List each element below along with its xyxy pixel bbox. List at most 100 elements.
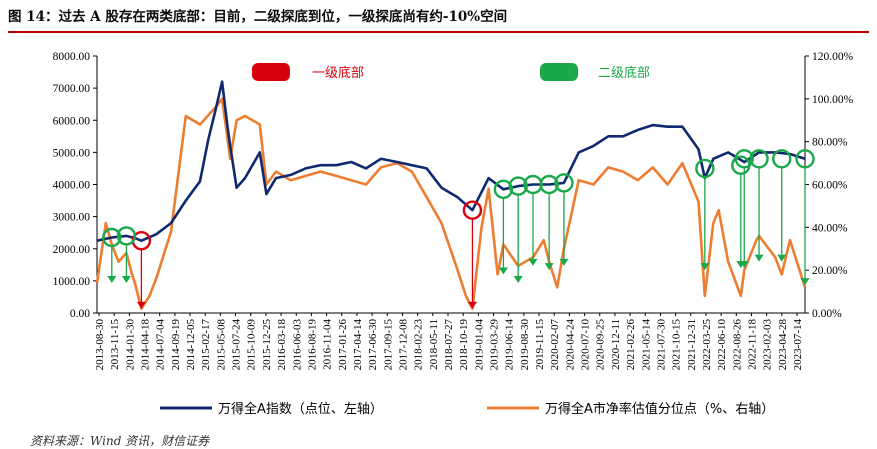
y-left-tick-label: 3000.00 [53, 212, 91, 224]
y-left-tick-label: 5000.00 [53, 147, 91, 159]
level2-legend-label: 二级底部 [598, 65, 650, 81]
y-right-tick-label: 40.00% [812, 222, 848, 234]
y-left-tick-label: 7000.00 [53, 83, 91, 95]
x-tick-label: 2022-03-25 [701, 319, 713, 371]
x-tick-label: 2020-07-10 [580, 319, 592, 371]
level2-bottom-circle [695, 158, 715, 179]
x-tick-label: 2015-12-25 [261, 319, 273, 371]
y-right-tick-label: 80.00% [812, 137, 848, 149]
index-legend-label: 万得全A指数（点位、左轴） [218, 401, 383, 417]
x-tick-label: 2020-09-25 [595, 319, 607, 371]
x-tick-label: 2015-02-17 [200, 319, 212, 371]
title-rule [8, 31, 869, 33]
level1-legend-swatch [252, 63, 290, 81]
x-tick-label: 2020-04-24 [564, 319, 576, 371]
y-right-tick-label: 100.00% [812, 94, 854, 106]
x-tick-label: 2018-07-27 [443, 319, 455, 371]
x-tick-label: 2018-10-19 [458, 319, 470, 371]
y-right-tick-label: 120.00% [812, 51, 854, 63]
x-tick-label: 2014-01-30 [124, 319, 136, 371]
y-right-tick-label: 0.00% [812, 308, 842, 320]
level2-arrowhead [528, 258, 538, 266]
x-tick-label: 2023-02-03 [762, 319, 774, 371]
y-left-tick-label: 2000.00 [53, 244, 91, 256]
level2-arrowhead [700, 263, 710, 271]
x-tick-label: 2023-04-28 [777, 319, 789, 371]
x-tick-label: 2021-02-26 [625, 319, 637, 371]
level1-arrowhead [467, 301, 477, 309]
x-tick-label: 2016-03-18 [276, 319, 288, 371]
y-right-tick-label: 60.00% [812, 180, 848, 192]
level2-bottom-circle [493, 179, 514, 200]
level2-bottom-circle [102, 227, 122, 248]
level2-bottom-circle [772, 149, 792, 169]
x-tick-label: 2020-02-07 [549, 319, 561, 371]
x-tick-label: 2020-12-11 [610, 319, 622, 370]
level1-arrowhead [136, 301, 146, 309]
marker-layer [102, 149, 815, 309]
level2-bottom-circle [734, 149, 754, 169]
x-tick-label: 2014-12-05 [185, 319, 197, 371]
level2-bottom-circle [116, 226, 137, 246]
x-tick-label: 2014-07-04 [155, 319, 167, 371]
valuation-legend-label: 万得全A市净率估值分位点（%、右轴） [545, 401, 774, 417]
y-left-tick-label: 4000.00 [53, 180, 91, 192]
x-tick-label: 2016-11-04 [322, 319, 334, 370]
y-left-tick-label: 6000.00 [53, 115, 91, 127]
level2-arrowhead [800, 278, 810, 286]
y-left-tick-label: 0.00 [70, 308, 90, 320]
x-tick-label: 2018-05-11 [428, 319, 440, 370]
x-tick-label: 2015-10-09 [246, 319, 258, 371]
level2-bottom-circle [749, 149, 769, 169]
x-tick-label: 2015-07-24 [231, 319, 243, 371]
x-tick-label: 2017-12-08 [397, 319, 409, 371]
x-tick-label: 2017-09-15 [382, 319, 394, 371]
level2-arrowhead [544, 263, 554, 271]
valuation-line [95, 97, 807, 310]
x-tick-label: 2019-06-14 [504, 319, 516, 371]
index-line [96, 80, 806, 242]
x-tick-label: 2018-02-23 [413, 319, 425, 371]
x-tick-label: 2022-11-18 [746, 319, 758, 370]
level2-bottom-circle [539, 174, 559, 195]
x-tick-label: 2019-08-30 [519, 319, 531, 371]
x-tick-label: 2021-12-31 [686, 319, 698, 370]
level2-arrowhead [754, 254, 764, 262]
x-tick-label: 2017-04-14 [352, 319, 364, 371]
x-tick-label: 2021-07-30 [655, 319, 667, 371]
x-tick-label: 2014-09-19 [170, 319, 182, 371]
x-tick-label: 2021-10-15 [671, 319, 683, 371]
y-left-tick-label: 8000.00 [53, 51, 91, 63]
x-tick-label: 2017-01-26 [337, 319, 349, 371]
level1-bottom-circle [462, 200, 483, 220]
level2-arrowhead [739, 261, 749, 269]
level2-arrowhead [777, 254, 787, 262]
axes: 0.00 1000.00 2000.00 3000.00 4000.00 5000.00 6… [53, 51, 854, 370]
x-tick-label: 2016-08-19 [306, 319, 318, 371]
x-tick-label: 2022-06-10 [716, 319, 728, 371]
x-tick-label: 2022-08-26 [731, 319, 743, 371]
level2-arrowhead [121, 276, 131, 284]
x-tick-label: 2019-11-15 [534, 319, 546, 370]
level2-arrowhead [513, 276, 523, 284]
level2-arrowhead [559, 258, 569, 266]
level2-legend-swatch [540, 63, 578, 81]
x-tick-label: 2019-03-29 [489, 319, 501, 371]
level2-arrowhead [107, 276, 117, 284]
level2-bottom-circle [554, 173, 574, 193]
x-tick-label: 2014-04-18 [140, 319, 152, 371]
figure-title: 图 14：过去 A 股存在两类底部：目前，二级探底到位，一级探底尚有约-10%空… [8, 9, 508, 25]
x-tick-label: 2019-01-04 [473, 319, 485, 371]
level2-bottom-circle [508, 176, 528, 196]
figure-source: 资料来源：Wind 资讯，财信证券 [30, 434, 210, 448]
x-tick-label: 2013-08-30 [94, 319, 106, 371]
level2-bottom-circle [795, 149, 815, 169]
x-tick-label: 2021-05-14 [640, 319, 652, 371]
level1-legend-label: 一级底部 [312, 65, 364, 81]
series-layer [95, 80, 807, 310]
y-left-tick-label: 1000.00 [53, 276, 91, 288]
x-tick-label: 2017-06-30 [367, 319, 379, 371]
x-tick-label: 2016-06-03 [291, 319, 303, 371]
